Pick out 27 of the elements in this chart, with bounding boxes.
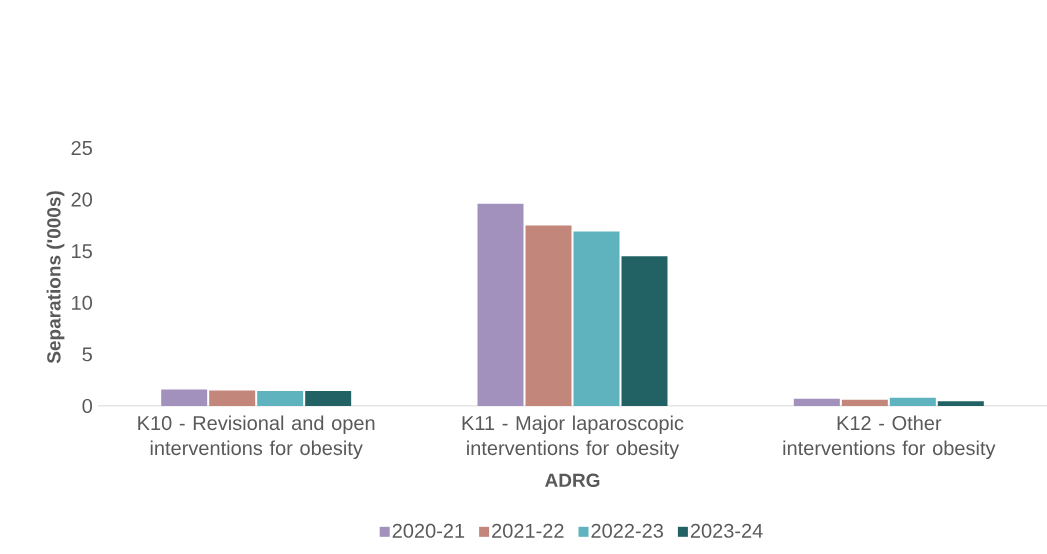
bar	[257, 391, 304, 406]
bar	[209, 390, 256, 406]
bar	[525, 225, 572, 406]
x-axis-title: ADRG	[545, 473, 600, 488]
bar	[841, 399, 888, 406]
legend-label: 2022-23	[591, 523, 663, 538]
y-tick-label: 25	[71, 140, 92, 156]
bar	[793, 398, 840, 406]
y-tick-label: 10	[72, 295, 93, 310]
x-tick-label: K10 - Revisional and open interventions for obesity	[138, 415, 375, 460]
legend-label: 2021-22	[492, 523, 564, 538]
x-tick-label: K12 - Other interventions for obesity	[783, 415, 996, 460]
bar	[573, 231, 620, 406]
bar	[889, 397, 936, 406]
bar	[161, 389, 208, 406]
bar	[305, 391, 352, 406]
y-tick-label: 5	[82, 347, 92, 362]
legend-label: 2023-24	[690, 523, 763, 538]
bar	[477, 203, 524, 406]
x-tick-label: K11 - Major laparoscopic interventions for obesity	[462, 415, 684, 460]
y-tick-label: 20	[71, 192, 93, 207]
y-tick-label: 0	[82, 398, 93, 414]
legend-label: 2020-21	[392, 523, 465, 538]
y-tick-label: 15	[72, 244, 92, 259]
bar	[937, 401, 984, 406]
y-axis-title: Separations ('000s)	[46, 191, 65, 364]
bar	[621, 256, 668, 406]
